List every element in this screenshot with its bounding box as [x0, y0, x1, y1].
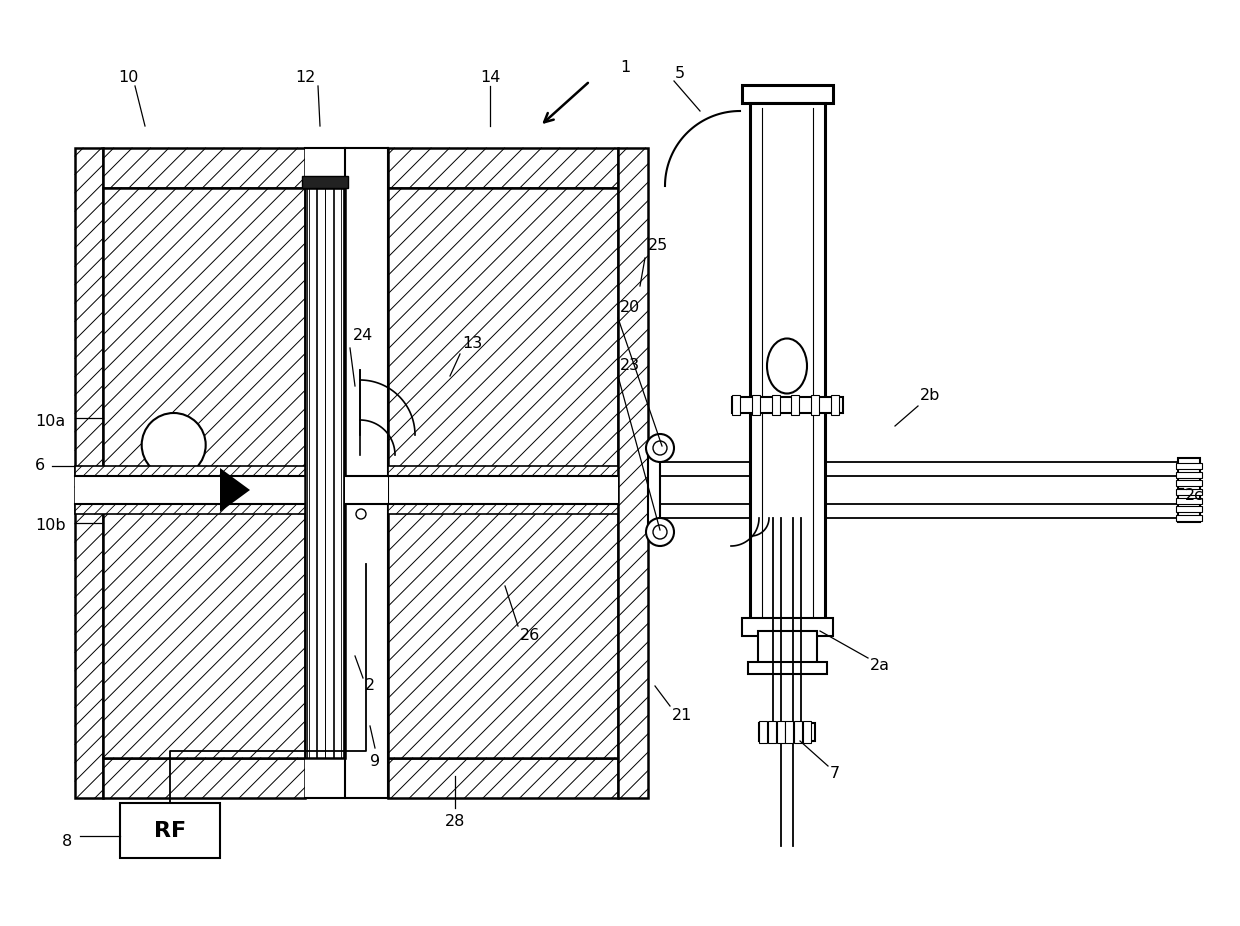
- Text: 2: 2: [365, 679, 376, 694]
- Bar: [103, 188, 305, 758]
- Circle shape: [646, 434, 675, 462]
- Bar: [103, 148, 305, 188]
- Text: 8: 8: [62, 833, 72, 848]
- Bar: [758, 631, 817, 666]
- Bar: [1176, 471, 1202, 478]
- Bar: [345, 148, 388, 798]
- Circle shape: [141, 413, 206, 477]
- Bar: [759, 723, 815, 741]
- Bar: [388, 758, 618, 798]
- Bar: [388, 188, 618, 758]
- Bar: [1176, 481, 1202, 486]
- Bar: [804, 721, 811, 743]
- Bar: [732, 397, 843, 413]
- Text: 12: 12: [295, 70, 315, 85]
- Bar: [618, 148, 649, 798]
- Bar: [742, 85, 833, 103]
- Bar: [732, 395, 740, 415]
- Bar: [74, 148, 103, 798]
- Text: 14: 14: [480, 70, 500, 85]
- Text: 5: 5: [675, 66, 686, 81]
- Bar: [811, 395, 820, 415]
- Bar: [649, 455, 660, 525]
- Text: 20: 20: [620, 301, 640, 316]
- Bar: [742, 618, 833, 636]
- Bar: [771, 395, 780, 415]
- Bar: [74, 466, 305, 476]
- Bar: [785, 721, 794, 743]
- Text: 24: 24: [353, 329, 373, 344]
- Text: 6: 6: [35, 458, 45, 473]
- Text: 21: 21: [672, 708, 692, 723]
- Bar: [303, 176, 348, 188]
- Polygon shape: [219, 468, 250, 512]
- Text: 2a: 2a: [870, 658, 890, 673]
- Bar: [750, 103, 825, 626]
- Bar: [388, 466, 618, 476]
- Text: 23: 23: [620, 358, 640, 373]
- Bar: [1176, 463, 1202, 469]
- Bar: [388, 504, 618, 514]
- Bar: [751, 395, 760, 415]
- Bar: [759, 721, 768, 743]
- Text: 7: 7: [830, 767, 841, 782]
- Bar: [74, 504, 305, 514]
- Bar: [388, 148, 618, 188]
- Bar: [794, 721, 802, 743]
- Circle shape: [646, 518, 675, 546]
- Bar: [305, 148, 388, 798]
- Text: 25: 25: [649, 239, 668, 254]
- Bar: [748, 662, 827, 674]
- Bar: [74, 476, 305, 504]
- Text: 10b: 10b: [35, 519, 66, 533]
- Bar: [388, 476, 618, 504]
- Bar: [1178, 458, 1200, 522]
- Text: 2b: 2b: [920, 389, 940, 404]
- Circle shape: [653, 525, 667, 539]
- Text: 10a: 10a: [35, 414, 66, 429]
- Bar: [305, 188, 345, 758]
- Bar: [103, 758, 305, 798]
- Text: 1: 1: [620, 60, 630, 76]
- Ellipse shape: [768, 339, 807, 394]
- Bar: [768, 721, 776, 743]
- Text: RF: RF: [154, 821, 186, 841]
- Bar: [1176, 507, 1202, 512]
- Text: 9: 9: [370, 754, 381, 769]
- Text: 13: 13: [463, 336, 482, 352]
- Circle shape: [653, 441, 667, 455]
- Bar: [1176, 497, 1202, 504]
- Text: 28: 28: [445, 814, 465, 829]
- Bar: [1176, 489, 1202, 495]
- Bar: [345, 476, 388, 504]
- Text: 10: 10: [118, 70, 139, 85]
- Bar: [831, 395, 839, 415]
- Bar: [791, 395, 800, 415]
- Circle shape: [356, 509, 366, 519]
- Bar: [776, 721, 785, 743]
- Text: 26: 26: [520, 629, 541, 644]
- Bar: [660, 476, 1180, 504]
- Bar: [1176, 515, 1202, 521]
- Text: 2c: 2c: [1185, 489, 1204, 504]
- Bar: [120, 803, 219, 858]
